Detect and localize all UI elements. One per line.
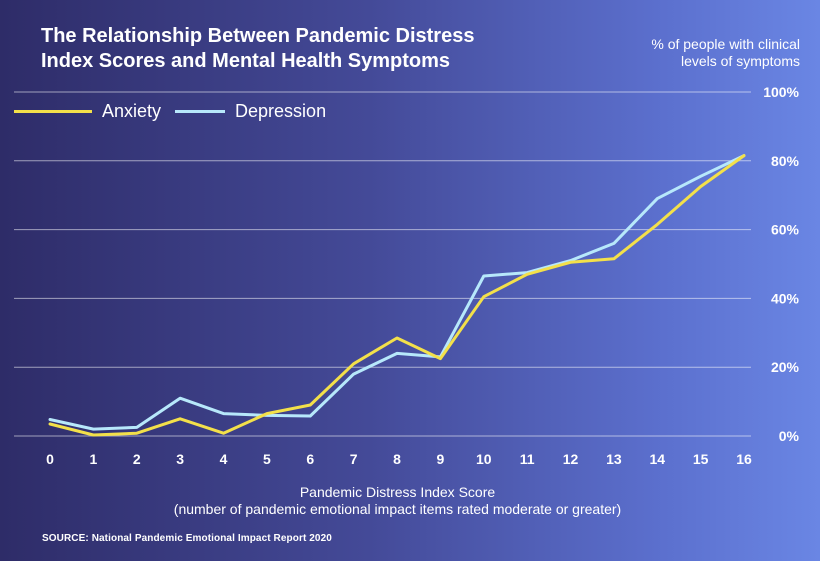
- legend-label-depression: Depression: [235, 101, 327, 121]
- y-tick-label: 20%: [771, 359, 800, 375]
- x-tick-label: 4: [220, 451, 228, 467]
- x-tick-label: 11: [520, 451, 535, 467]
- y-tick-label: 80%: [771, 153, 800, 169]
- x-axis-title-line1: Pandemic Distress Index Score: [299, 484, 496, 500]
- x-axis-ticks: 0 1 2 3 4 5 6 7 8 9 10 11 12 13 14 15 16: [46, 451, 752, 467]
- chart-title: The Relationship Between Pandemic Distre…: [41, 24, 521, 74]
- legend: Anxiety Depression: [14, 101, 340, 122]
- y-axis-ticks: 0% 20% 40% 60% 80% 100%: [763, 84, 799, 444]
- series-lines: [48, 154, 746, 437]
- x-tick-label: 0: [46, 451, 54, 467]
- source-note: SOURCE: National Pandemic Emotional Impa…: [42, 533, 332, 544]
- y-axis-title-line1: % of people with clinical: [651, 36, 800, 52]
- x-tick-label: 9: [436, 451, 444, 467]
- x-tick-label: 8: [393, 451, 401, 467]
- chart-title-line1: The Relationship Between Pandemic Distre…: [41, 25, 475, 47]
- y-tick-label: 40%: [771, 290, 800, 306]
- series-line-depression: [48, 154, 746, 431]
- y-axis-title-line2: levels of symptoms: [680, 53, 800, 69]
- x-tick-label: 1: [89, 451, 97, 467]
- y-tick-label: 60%: [771, 222, 800, 238]
- x-tick-label: 2: [133, 451, 141, 467]
- chart-title-line2: Index Scores and Mental Health Symptoms: [41, 50, 450, 72]
- x-tick-label: 13: [606, 451, 622, 467]
- x-axis-title-line2: (number of pandemic emotional impact ite…: [173, 501, 622, 517]
- legend-label-anxiety: Anxiety: [102, 101, 162, 121]
- y-tick-label: 0%: [779, 428, 800, 444]
- legend-item-depression: Depression: [175, 101, 326, 122]
- legend-item-anxiety: Anxiety: [14, 101, 161, 122]
- x-tick-label: 10: [476, 451, 492, 467]
- x-tick-label: 7: [350, 451, 358, 467]
- series-line-anxiety: [48, 154, 746, 437]
- legend-swatch-depression: [175, 110, 226, 113]
- x-tick-label: 14: [649, 451, 665, 467]
- x-axis-title: Pandemic Distress Index Score (number of…: [0, 484, 795, 518]
- x-tick-label: 3: [176, 451, 184, 467]
- x-tick-label: 5: [263, 451, 271, 467]
- y-axis-title: % of people with clinical levels of symp…: [651, 36, 800, 70]
- x-tick-label: 6: [306, 451, 314, 467]
- legend-swatch-anxiety: [14, 110, 92, 113]
- gridlines: [14, 91, 751, 437]
- x-tick-label: 16: [736, 451, 752, 467]
- x-tick-label: 12: [563, 451, 579, 467]
- x-tick-label: 15: [693, 451, 709, 467]
- y-tick-label: 100%: [763, 84, 799, 100]
